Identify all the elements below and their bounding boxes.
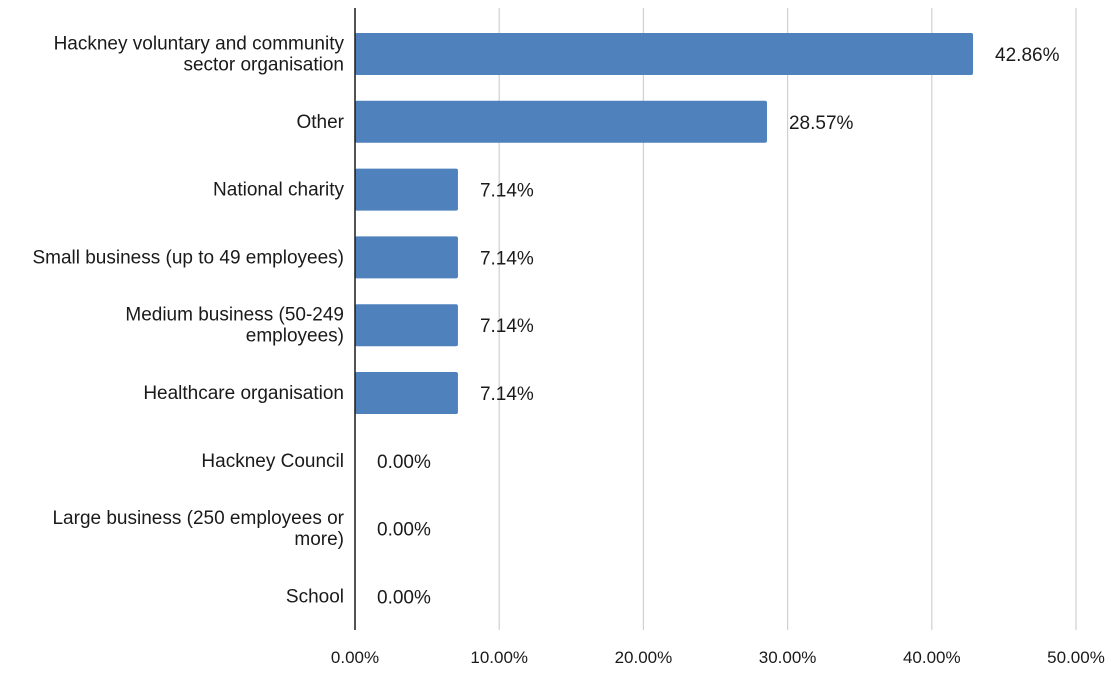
category-label: Small business (up to 49 employees) <box>32 247 344 268</box>
labels: 0.00% 10.00% 20.00% 30.00% 40.00% 50.00% Hackn… <box>32 34 1104 668</box>
data-label: 0.00% <box>377 452 431 473</box>
data-label: 28.57% <box>789 113 854 134</box>
x-tick-label: 10.00% <box>470 648 528 667</box>
x-tick-label: 30.00% <box>759 648 817 667</box>
data-label: 7.14% <box>480 181 534 202</box>
category-label: more) <box>294 529 344 550</box>
bar <box>355 236 458 279</box>
category-label: employees) <box>246 326 344 347</box>
bar <box>355 304 458 347</box>
bars <box>355 33 974 414</box>
bar <box>355 100 767 143</box>
category-label: National charity <box>213 180 344 201</box>
category-label: Other <box>296 112 344 133</box>
category-label: Hackney voluntary and community <box>54 34 345 55</box>
x-tick-label: 40.00% <box>903 648 961 667</box>
category-label: Large business (250 employees or <box>52 508 344 529</box>
category-label: sector organisation <box>183 55 344 76</box>
data-label: 7.14% <box>480 248 534 269</box>
category-label: Healthcare organisation <box>143 383 344 404</box>
category-label: Medium business (50-249 <box>125 305 344 326</box>
data-label: 7.14% <box>480 316 534 337</box>
category-label: School <box>286 586 344 607</box>
category-label: Hackney Council <box>201 451 344 472</box>
bar <box>355 372 458 414</box>
x-tick-label: 50.00% <box>1047 648 1105 667</box>
data-label: 42.86% <box>995 45 1060 66</box>
bar <box>355 33 974 75</box>
data-label: 0.00% <box>377 520 431 541</box>
data-label: 0.00% <box>377 587 431 608</box>
data-label: 7.14% <box>480 384 534 405</box>
x-tick-label: 20.00% <box>615 648 673 667</box>
bar <box>355 168 458 211</box>
x-tick-label: 0.00% <box>331 648 379 667</box>
